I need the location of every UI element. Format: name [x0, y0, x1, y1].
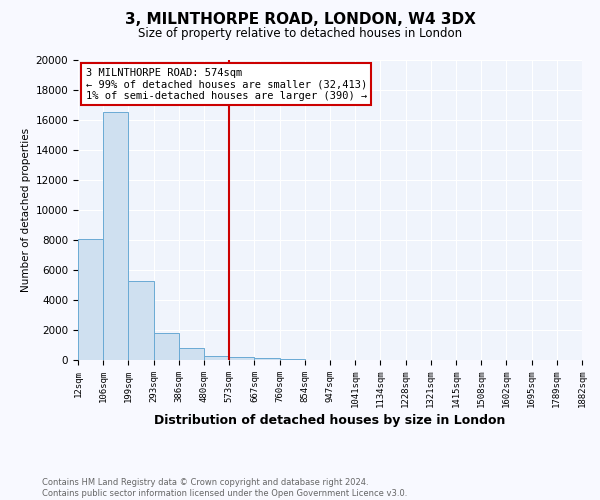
Bar: [103, 112, 128, 360]
Text: 3 MILNTHORPE ROAD: 574sqm
← 99% of detached houses are smaller (32,413)
1% of se: 3 MILNTHORPE ROAD: 574sqm ← 99% of detac…: [86, 68, 367, 100]
Text: 3, MILNTHORPE ROAD, LONDON, W4 3DX: 3, MILNTHORPE ROAD, LONDON, W4 3DX: [125, 12, 475, 28]
Bar: [179, 348, 204, 360]
Text: Size of property relative to detached houses in London: Size of property relative to detached ho…: [138, 28, 462, 40]
Bar: [254, 358, 280, 360]
X-axis label: Distribution of detached houses by size in London: Distribution of detached houses by size …: [154, 414, 506, 428]
Bar: [154, 333, 179, 360]
Bar: [280, 358, 305, 360]
Bar: [204, 356, 229, 360]
Text: Contains HM Land Registry data © Crown copyright and database right 2024.
Contai: Contains HM Land Registry data © Crown c…: [42, 478, 407, 498]
Bar: [128, 280, 154, 360]
Bar: [229, 357, 254, 360]
Y-axis label: Number of detached properties: Number of detached properties: [22, 128, 31, 292]
Bar: [78, 238, 103, 360]
